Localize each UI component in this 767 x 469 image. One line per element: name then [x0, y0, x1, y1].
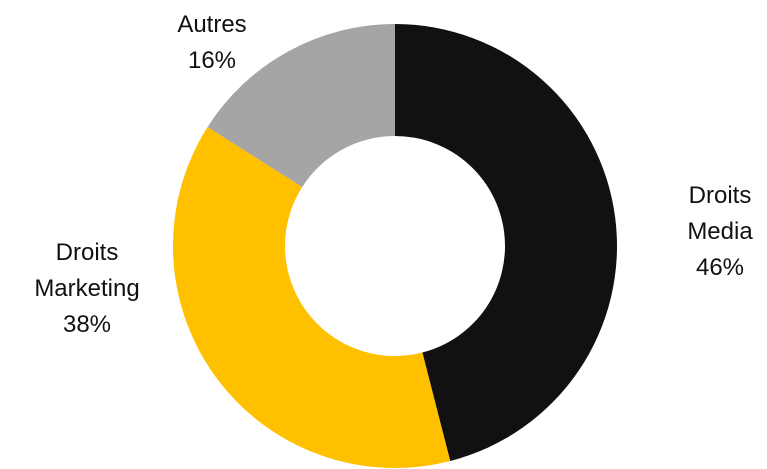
category-label: Droits Marketing [34, 239, 140, 302]
donut-slice [207, 23, 395, 188]
category-label: Autres [177, 11, 247, 38]
slice-label: Droits Media 46% [687, 178, 752, 286]
slice-label: Autres 16% [177, 7, 246, 79]
value-label: 16% [187, 47, 237, 74]
donut-slice [395, 24, 618, 462]
category-label: Droits Media [687, 182, 753, 245]
slice-label: Droits Marketing 38% [34, 235, 139, 343]
donut-slice [172, 127, 451, 469]
value-label: 38% [62, 311, 112, 338]
value-label: 46% [695, 254, 745, 281]
